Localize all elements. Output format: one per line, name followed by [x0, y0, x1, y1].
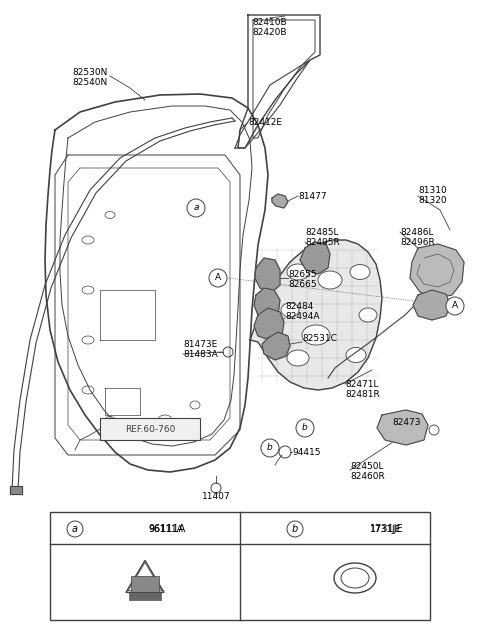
Ellipse shape: [350, 265, 370, 279]
Text: A: A: [215, 274, 221, 283]
Text: REF.60-760: REF.60-760: [125, 425, 175, 434]
Text: 81473E: 81473E: [183, 340, 217, 349]
Text: 82485L: 82485L: [305, 228, 338, 237]
Text: b: b: [302, 423, 308, 432]
Circle shape: [209, 269, 227, 287]
Text: 82655: 82655: [288, 270, 317, 279]
Text: 82496R: 82496R: [400, 238, 435, 247]
Text: 82530N: 82530N: [72, 68, 108, 77]
Bar: [100, 418, 200, 440]
Text: 81310: 81310: [418, 186, 447, 195]
Text: a: a: [193, 204, 199, 212]
Ellipse shape: [302, 325, 330, 345]
Text: A: A: [452, 301, 458, 310]
Polygon shape: [10, 486, 22, 494]
Text: 81477: 81477: [298, 192, 326, 201]
Polygon shape: [254, 288, 280, 320]
Text: 81320: 81320: [418, 196, 446, 205]
Ellipse shape: [346, 348, 366, 363]
Polygon shape: [410, 244, 464, 298]
Text: 81483A: 81483A: [183, 350, 218, 359]
Ellipse shape: [318, 271, 342, 289]
Circle shape: [67, 521, 83, 537]
Bar: [131, 576, 159, 592]
Text: 1731JE: 1731JE: [370, 524, 404, 534]
Text: 82531C: 82531C: [302, 334, 337, 343]
Text: 82540N: 82540N: [72, 78, 107, 87]
Text: 82450L: 82450L: [350, 462, 384, 471]
Polygon shape: [300, 242, 330, 274]
Text: 82665: 82665: [288, 280, 317, 289]
Text: a: a: [72, 524, 78, 534]
Text: 82486L: 82486L: [400, 228, 433, 237]
Text: 82410B: 82410B: [252, 18, 288, 27]
Ellipse shape: [287, 264, 309, 280]
Ellipse shape: [359, 308, 377, 322]
Bar: [50, 512, 430, 620]
Polygon shape: [413, 290, 450, 320]
Text: 82420B: 82420B: [253, 28, 287, 37]
Circle shape: [296, 419, 314, 437]
Text: 94415: 94415: [292, 448, 321, 457]
Text: b: b: [292, 524, 298, 534]
Text: 82494A: 82494A: [285, 312, 320, 321]
Polygon shape: [377, 410, 428, 445]
Text: 82481R: 82481R: [345, 390, 380, 399]
Text: b: b: [267, 444, 273, 453]
Text: 82473: 82473: [392, 418, 420, 427]
Polygon shape: [255, 258, 280, 292]
Circle shape: [446, 297, 464, 315]
Text: 1731JE: 1731JE: [370, 525, 401, 535]
Text: 82495R: 82495R: [305, 238, 340, 247]
Text: 82471L: 82471L: [345, 380, 379, 389]
Text: 96111A: 96111A: [148, 525, 183, 535]
Polygon shape: [254, 308, 284, 340]
Text: 82484: 82484: [285, 302, 313, 311]
Bar: [129, 592, 161, 600]
Text: 96111A: 96111A: [148, 524, 185, 534]
Text: 82460R: 82460R: [350, 472, 385, 481]
Circle shape: [187, 199, 205, 217]
Polygon shape: [262, 332, 290, 360]
Text: 11407: 11407: [202, 492, 230, 501]
Polygon shape: [250, 240, 382, 390]
Ellipse shape: [281, 303, 299, 317]
Ellipse shape: [287, 350, 309, 366]
Circle shape: [261, 439, 279, 457]
Circle shape: [287, 521, 303, 537]
Polygon shape: [272, 194, 288, 208]
Text: 82412E: 82412E: [248, 118, 282, 127]
